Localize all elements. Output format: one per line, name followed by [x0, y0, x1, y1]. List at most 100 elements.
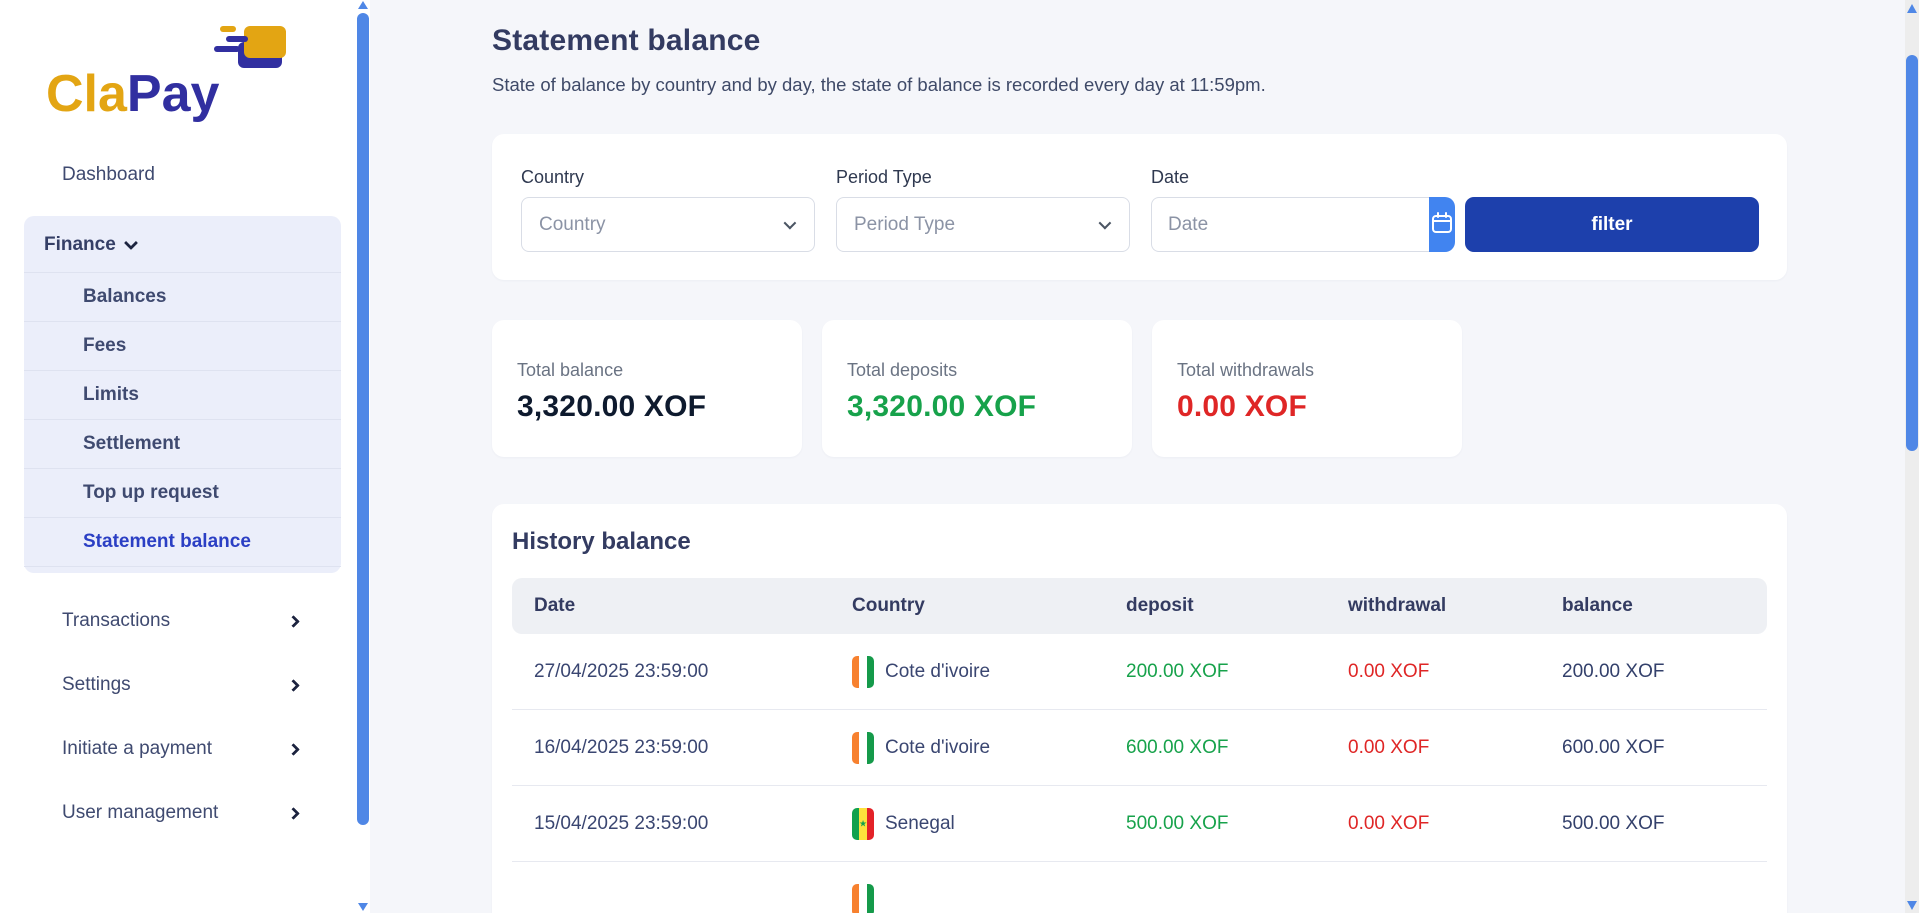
transactions-label: Transactions	[62, 610, 171, 631]
sidebar-item-top-up-request[interactable]: Top up request	[24, 468, 341, 517]
sidebar-item-settlement[interactable]: Settlement	[24, 419, 341, 468]
cell-country: Cote d'ivoire	[852, 731, 1126, 764]
cell-date: 15/04/2025 23:59:00	[534, 812, 709, 834]
sidebar-item-user-management[interactable]: User management	[0, 781, 370, 845]
logo-text-cla: Cla	[46, 65, 127, 123]
chevron-down-icon	[123, 235, 138, 251]
date-field: Date	[1151, 167, 1455, 252]
cell-withdrawal: 0.00 XOF	[1348, 660, 1430, 682]
cell-withdrawal: 0.00 XOF	[1348, 736, 1430, 758]
column-header-date: Date	[534, 595, 576, 616]
chevron-right-icon	[287, 678, 300, 692]
initiate-payment-label: Initiate a payment	[62, 738, 212, 759]
table-row: 16/04/2025 23:59:00 Cote d'ivoire 600.00 X…	[512, 710, 1767, 786]
total-balance-value: 3,320.00 XOF	[517, 390, 707, 423]
table-row: 27/04/2025 23:59:00 Cote d'ivoire 200.00 X…	[512, 634, 1767, 710]
country-name: Cote d'ivoire	[885, 660, 991, 682]
clapay-card-icon	[210, 22, 288, 79]
flag-sn-icon: ★	[852, 807, 874, 840]
history-balance-section: History balance Date Country deposit wit…	[492, 504, 1787, 913]
page-title: Statement balance	[492, 24, 761, 57]
sidebar-item-initiate-payment[interactable]: Initiate a payment	[0, 717, 370, 781]
column-header-country: Country	[852, 595, 925, 616]
sidebar-item-settings[interactable]: Settings	[0, 653, 370, 717]
table-body: 27/04/2025 23:59:00 Cote d'ivoire 200.00 X…	[512, 634, 1767, 913]
cell-deposit: 200.00 XOF	[1126, 660, 1229, 682]
main-content: Statement balance State of balance by co…	[370, 0, 1919, 913]
period-type-field: Period Type Period Type	[836, 167, 1130, 252]
country-select[interactable]: Country	[521, 197, 815, 252]
date-label: Date	[1151, 167, 1190, 187]
scroll-down-icon[interactable]	[1907, 901, 1917, 910]
chevron-right-icon	[287, 614, 300, 628]
total-deposits-card: Total deposits 3,320.00 XOF	[822, 320, 1132, 457]
sidebar-item-dashboard[interactable]: Dashboard	[62, 164, 155, 185]
cell-deposit: 600.00 XOF	[1126, 736, 1229, 758]
star-icon: ★	[858, 817, 868, 828]
date-input-group	[1151, 197, 1455, 252]
sidebar-item-transactions[interactable]: Transactions	[0, 589, 370, 653]
sidebar-scrollbar-thumb[interactable]	[357, 13, 369, 825]
page-subtitle: State of balance by country and by day, …	[492, 74, 1266, 95]
finance-submenu: Balances Fees Limits Settlement Top up r…	[24, 272, 341, 567]
calendar-icon	[1429, 210, 1455, 239]
total-balance-label: Total balance	[517, 360, 624, 380]
flag-ci-icon	[852, 655, 874, 688]
total-withdrawals-label: Total withdrawals	[1177, 360, 1315, 380]
history-balance-title: History balance	[512, 528, 691, 555]
table-header-row: Date Country deposit withdrawal balance	[512, 578, 1767, 634]
chevron-down-icon	[1098, 216, 1112, 230]
chevron-right-icon	[287, 742, 300, 756]
cell-country: ★ Senegal	[852, 807, 1126, 840]
sidebar-links: Transactions Settings Initiate a payment…	[0, 589, 370, 845]
cell-withdrawal: 0.00 XOF	[1348, 812, 1430, 834]
cell-balance: 500.00 XOF	[1562, 812, 1665, 834]
period-type-select-value: Period Type	[854, 213, 956, 235]
scroll-up-icon[interactable]	[358, 1, 368, 9]
sidebar-item-fees[interactable]: Fees	[24, 321, 341, 370]
filter-bar: Country Country Period Type Period Type …	[492, 134, 1787, 280]
cell-date: 16/04/2025 23:59:00	[534, 736, 709, 758]
page-scrollbar	[1905, 0, 1919, 913]
date-input[interactable]	[1151, 197, 1429, 252]
chevron-right-icon	[287, 806, 300, 820]
filter-button[interactable]: filter	[1465, 197, 1759, 252]
scroll-down-icon[interactable]	[358, 903, 368, 911]
finance-section: Finance Balances Fees Limits Settlement …	[24, 216, 341, 573]
sidebar-item-statement-balance[interactable]: Statement balance	[24, 517, 341, 567]
sidebar-item-finance[interactable]: Finance	[24, 230, 341, 272]
column-header-deposit: deposit	[1126, 595, 1194, 616]
period-type-label: Period Type	[836, 167, 932, 187]
scroll-up-icon[interactable]	[1907, 4, 1917, 13]
clapay-logo[interactable]: ClaPay	[46, 26, 306, 124]
column-header-withdrawal: withdrawal	[1348, 595, 1447, 616]
calendar-button[interactable]	[1429, 197, 1455, 252]
country-name: Cote d'ivoire	[885, 736, 991, 758]
period-type-select[interactable]: Period Type	[836, 197, 1130, 252]
sidebar-item-limits[interactable]: Limits	[24, 370, 341, 419]
total-balance-card: Total balance 3,320.00 XOF	[492, 320, 802, 457]
column-header-balance: balance	[1562, 595, 1633, 616]
sidebar-scrollbar	[356, 0, 370, 913]
cell-country: Cote d'ivoire	[852, 655, 1126, 688]
user-management-label: User management	[62, 802, 219, 823]
cell-deposit: 500.00 XOF	[1126, 812, 1229, 834]
cell-date: 27/04/2025 23:59:00	[534, 660, 709, 682]
total-withdrawals-card: Total withdrawals 0.00 XOF	[1152, 320, 1462, 457]
country-name: Senegal	[885, 812, 955, 834]
logo-text-pay: Pay	[126, 65, 220, 123]
sidebar: ClaPay Dashboard Finance Balances Fees L…	[0, 0, 370, 913]
logo-text: ClaPay	[46, 65, 219, 123]
settings-label: Settings	[62, 674, 131, 695]
summary-cards: Total balance 3,320.00 XOF Total deposit…	[492, 320, 1787, 457]
country-select-value: Country	[539, 213, 606, 235]
total-withdrawals-value: 0.00 XOF	[1177, 390, 1307, 423]
country-field: Country Country	[521, 167, 815, 252]
cell-balance: 600.00 XOF	[1562, 736, 1665, 758]
total-deposits-value: 3,320.00 XOF	[847, 390, 1037, 423]
country-label: Country	[521, 167, 585, 187]
flag-ci-icon	[852, 883, 874, 913]
sidebar-item-balances[interactable]: Balances	[24, 272, 341, 321]
page-scrollbar-thumb[interactable]	[1906, 55, 1918, 451]
